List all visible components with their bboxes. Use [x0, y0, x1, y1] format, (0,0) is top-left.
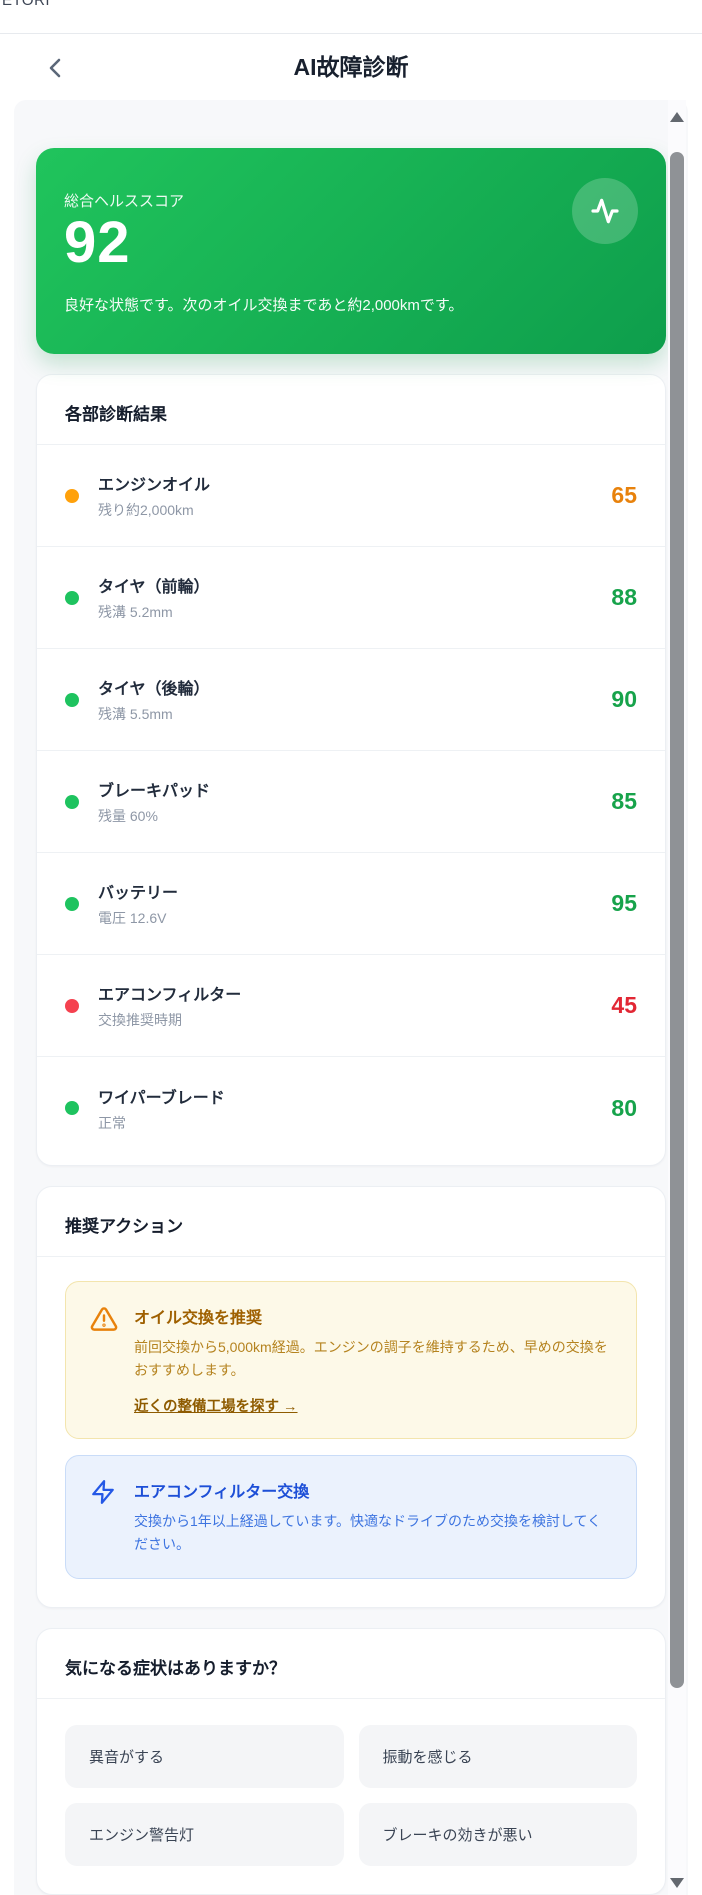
- page-header: AI故障診断: [0, 34, 702, 100]
- health-score-label: 総合ヘルススコア: [64, 193, 185, 210]
- symptom-chip-engine-light[interactable]: エンジン警告灯: [65, 1802, 344, 1866]
- diagnostic-row-battery: バッテリー電圧 12.6V 95: [37, 853, 665, 955]
- health-score-description: 良好な状態です。次のオイル交換まであと約2,000kmです。: [64, 296, 464, 314]
- diagnostic-label: タイヤ（後輪）: [98, 681, 210, 698]
- symptom-chip-weak-brakes[interactable]: ブレーキの効きが悪い: [358, 1802, 637, 1866]
- symptom-chip-vibration[interactable]: 振動を感じる: [358, 1724, 637, 1788]
- diagnostic-row-brake-pads: ブレーキパッド 残量 60% 85: [37, 751, 665, 853]
- status-dot: [65, 488, 79, 503]
- health-score-value: 92: [64, 210, 131, 275]
- diagnostic-label: エンジンオイル: [98, 477, 211, 494]
- filter-info-body: 交換から1年以上経過しています。快適なドライブのため交換を検討してください。: [134, 1513, 602, 1553]
- row-score: 88: [611, 584, 637, 610]
- diagnostic-detail: 残溝 5.2mm: [98, 604, 173, 620]
- page-title: AI故障診断: [293, 54, 409, 80]
- arrow-up-icon[interactable]: [670, 112, 684, 122]
- symptom-chip-grid: 異音がする 振動を感じる エンジン警告灯 ブレーキの効きが悪い: [37, 1699, 665, 1894]
- arrow-down-icon[interactable]: [670, 1878, 684, 1888]
- diagnostics-card-title: 各部診断結果: [37, 375, 665, 445]
- filter-info-box: エアコンフィルター交換 交換から1年以上経過しています。快適なドライブのため交換…: [65, 1455, 637, 1579]
- find-garage-link[interactable]: 近くの整備工場を探す →: [134, 1399, 298, 1416]
- row-score: 45: [611, 992, 637, 1018]
- diagnostic-detail: 残溝 5.5mm: [98, 706, 173, 722]
- top-bar: ETORI: [0, 0, 702, 34]
- warning-triangle-icon: [90, 1304, 118, 1416]
- diagnostic-detail: 残量 60%: [98, 808, 158, 824]
- oil-warning-body: 前回交換から5,000km経過。エンジンの調子を維持するため、早めの交換をおすす…: [134, 1339, 608, 1378]
- symptom-chip-noise[interactable]: 異音がする: [65, 1724, 344, 1788]
- diagnostic-detail: 正常: [98, 1114, 126, 1131]
- diagnostic-row-ac-filter: エアコンフィルター 交換推奨時期 45: [37, 955, 665, 1057]
- diagnostic-label: エアコンフィルター: [98, 987, 242, 1004]
- status-dot: [65, 896, 79, 911]
- status-dot: [65, 590, 79, 605]
- bolt-icon: [90, 1478, 118, 1555]
- row-score: 95: [611, 890, 637, 916]
- diagnostic-detail: 交換推奨時期: [98, 1012, 182, 1028]
- scroll-content: 総合ヘルススコア 92 良好な状態です。次のオイル交換まであと約2,000kmで…: [14, 100, 688, 1895]
- activity-icon: [572, 178, 638, 244]
- filter-info-heading: エアコンフィルター交換: [134, 1484, 310, 1502]
- diagnostic-label: ワイパーブレード: [98, 1089, 225, 1107]
- scrollbar-track[interactable]: [668, 100, 686, 1895]
- oil-warning-box: オイル交換を推奨 前回交換から5,000km経過。エンジンの調子を維持するため、…: [65, 1281, 637, 1440]
- status-dot: [65, 794, 79, 809]
- diagnostic-label: バッテリー: [98, 885, 179, 902]
- row-score: 65: [611, 482, 637, 508]
- actions-card: 推奨アクション オイル交換を推奨 前回交換から5,000km経過。エンジンの調子…: [36, 1186, 666, 1608]
- row-score: 80: [611, 1094, 637, 1121]
- actions-card-title: 推奨アクション: [37, 1187, 665, 1257]
- diagnostics-card: 各部診断結果 エンジンオイル 残り約2,000km 65 タイヤ（前輪） 残溝 5.…: [36, 374, 666, 1166]
- row-score: 90: [611, 686, 637, 712]
- symptoms-card-title: 気になる症状はありますか？: [37, 1629, 665, 1699]
- top-bar-clipped-text: ETORI: [2, 0, 51, 9]
- diagnostic-row-engine-oil: エンジンオイル 残り約2,000km 65: [37, 445, 665, 547]
- status-dot: [65, 1101, 79, 1115]
- diagnostic-detail: 残り約2,000km: [98, 502, 194, 518]
- diagnostic-label: ブレーキパッド: [98, 783, 211, 800]
- scrollbar-thumb[interactable]: [670, 152, 684, 1688]
- oil-warning-heading: オイル交換を推奨: [134, 1310, 263, 1327]
- health-score-card: 総合ヘルススコア 92 良好な状態です。次のオイル交換まであと約2,000kmで…: [36, 148, 666, 354]
- diagnostic-row-wiper-blades: ワイパーブレード 正常 80: [37, 1057, 665, 1159]
- diagnostic-label: タイヤ（前輪）: [98, 579, 210, 596]
- diagnostic-row-tire-rear: タイヤ（後輪） 残溝 5.5mm 90: [37, 649, 665, 751]
- status-dot: [65, 692, 79, 707]
- chevron-left-icon: [44, 56, 68, 80]
- diagnostics-list: エンジンオイル 残り約2,000km 65 タイヤ（前輪） 残溝 5.2mm 88 …: [37, 445, 665, 1165]
- diagnostic-row-tire-front: タイヤ（前輪） 残溝 5.2mm 88: [37, 547, 665, 649]
- actions-body: オイル交換を推奨 前回交換から5,000km経過。エンジンの調子を維持するため、…: [37, 1257, 665, 1607]
- diagnostic-detail: 電圧 12.6V: [98, 910, 167, 926]
- row-score: 85: [611, 788, 637, 814]
- symptoms-card: 気になる症状はありますか？ 異音がする 振動を感じる エンジン警告灯 ブレーキの…: [36, 1627, 666, 1895]
- status-dot: [65, 998, 79, 1013]
- back-button[interactable]: [38, 50, 74, 86]
